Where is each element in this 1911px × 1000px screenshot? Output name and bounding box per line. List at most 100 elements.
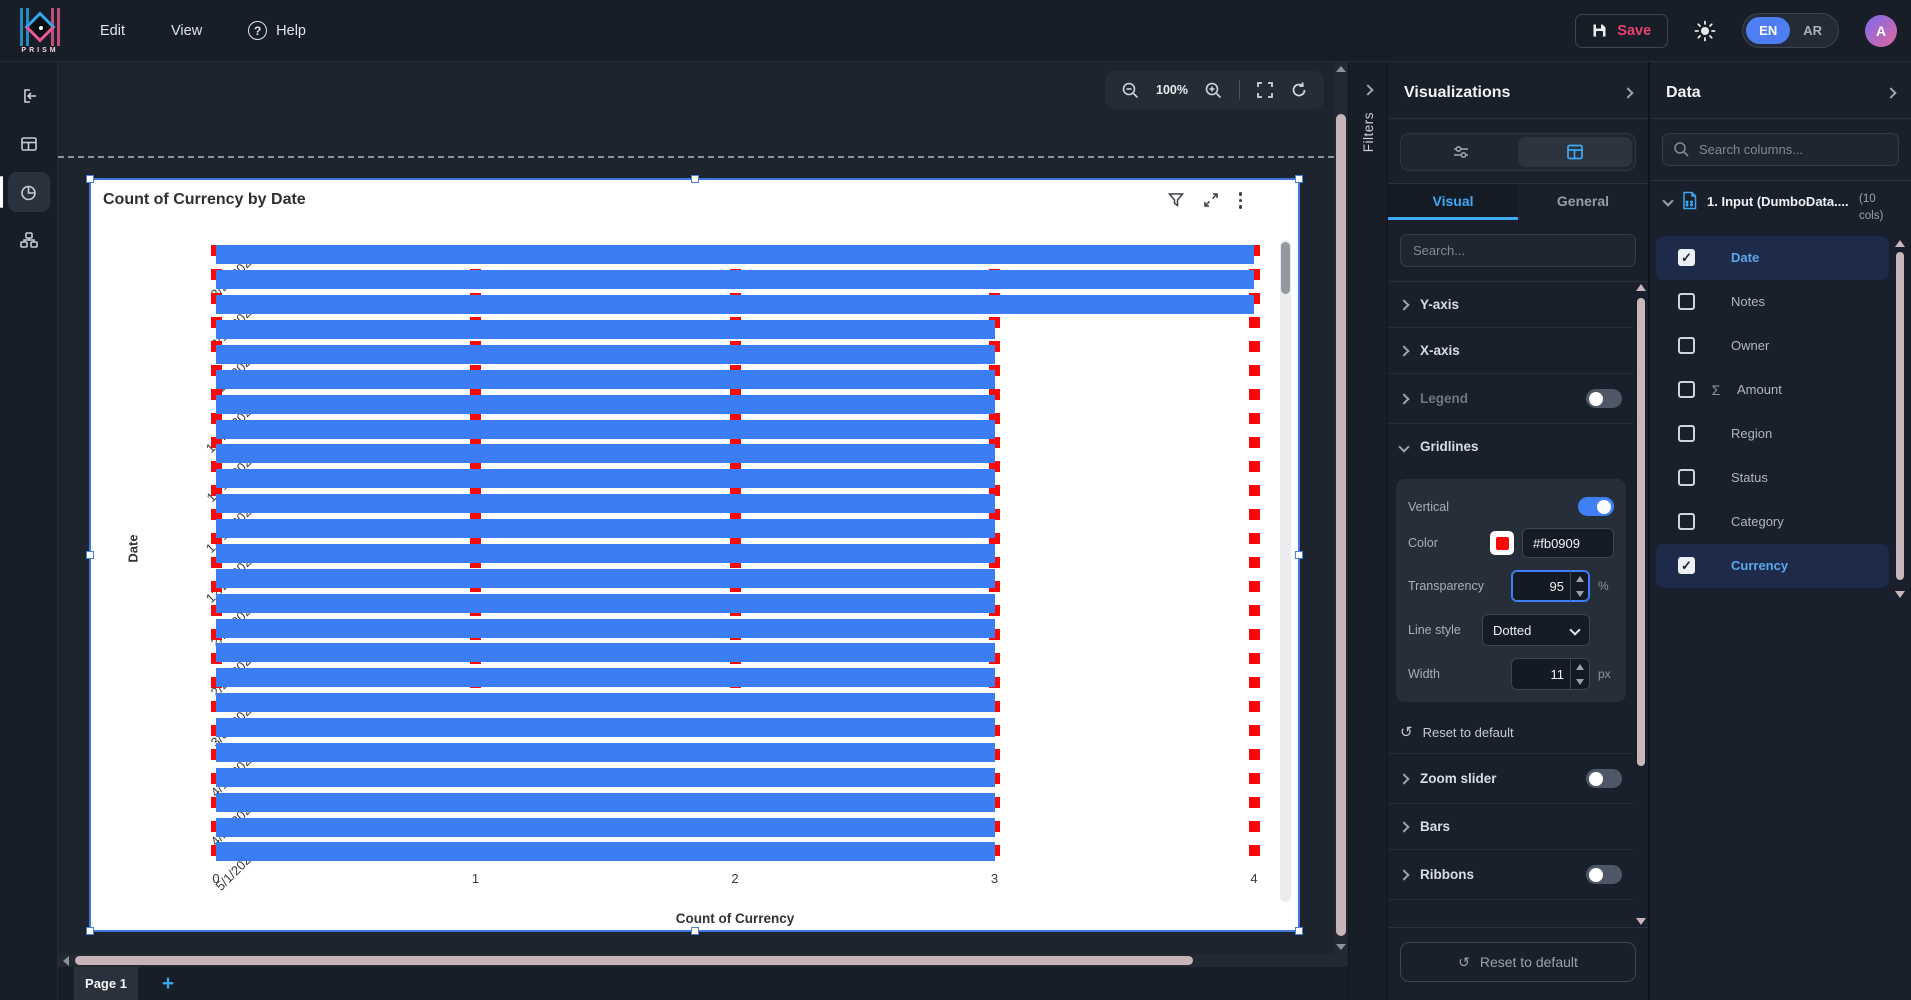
bar[interactable]	[216, 245, 1254, 264]
transparency-input[interactable]	[1512, 571, 1570, 601]
gridlines-reset-link[interactable]: ↺ Reset to default	[1388, 712, 1634, 754]
lang-en-button[interactable]: EN	[1746, 17, 1790, 44]
resize-handle[interactable]	[691, 927, 699, 935]
width-input[interactable]	[1512, 659, 1570, 689]
collapse-panel-icon[interactable]	[8, 76, 50, 116]
filter-icon[interactable]	[1167, 191, 1185, 209]
canvas-vertical-scrollbar[interactable]	[1334, 62, 1348, 954]
bar[interactable]	[216, 395, 995, 414]
field-checkbox[interactable]	[1678, 425, 1695, 442]
chart-vertical-scrollbar[interactable]	[1280, 240, 1291, 902]
zoom-in-icon[interactable]	[1204, 81, 1223, 100]
settings-mode-icon[interactable]	[1404, 137, 1518, 167]
bar[interactable]	[216, 494, 995, 513]
reset-view-icon[interactable]	[1290, 81, 1308, 99]
bar[interactable]	[216, 295, 1254, 314]
spinner-up-icon[interactable]	[1571, 571, 1589, 586]
viz-search-input[interactable]	[1400, 234, 1636, 267]
field-row-category[interactable]: Category	[1656, 500, 1889, 544]
spinner-up-icon[interactable]	[1571, 659, 1589, 674]
flow-view-icon[interactable]	[8, 220, 50, 260]
field-checkbox[interactable]	[1678, 513, 1695, 530]
field-checkbox[interactable]: ✓	[1678, 557, 1695, 574]
bar[interactable]	[216, 793, 995, 812]
field-checkbox[interactable]: ✓	[1678, 249, 1695, 266]
filters-expand-icon[interactable]	[1362, 84, 1373, 95]
spinner-down-icon[interactable]	[1571, 586, 1589, 601]
field-checkbox[interactable]	[1678, 381, 1695, 398]
resize-handle[interactable]	[86, 175, 94, 183]
field-row-amount[interactable]: ΣAmount	[1656, 368, 1889, 412]
section-y-axis[interactable]: Y-axis	[1388, 282, 1634, 328]
add-page-button[interactable]: +	[138, 967, 198, 1000]
field-checkbox[interactable]	[1678, 337, 1695, 354]
charts-view-icon[interactable]	[8, 172, 50, 212]
collapse-visualizations-icon[interactable]	[1622, 87, 1633, 98]
dataset-tree-item[interactable]: 1. Input (DumboData.... (10 cols)	[1650, 180, 1911, 234]
bar[interactable]	[216, 320, 995, 339]
section-ribbons[interactable]: Ribbons	[1388, 850, 1634, 900]
bar[interactable]	[216, 842, 995, 861]
avatar[interactable]: A	[1865, 15, 1897, 47]
zoom-slider-toggle[interactable]	[1586, 769, 1622, 788]
theme-toggle-icon[interactable]	[1694, 20, 1716, 42]
menu-help[interactable]: ? Help	[248, 21, 306, 40]
chart-widget[interactable]: Count of Currency by Date Date	[89, 178, 1300, 932]
page-tab[interactable]: Page 1	[74, 967, 138, 1000]
section-legend[interactable]: Legend	[1388, 374, 1634, 424]
bar[interactable]	[216, 594, 995, 613]
field-row-region[interactable]: Region	[1656, 412, 1889, 456]
section-bars[interactable]: Bars	[1388, 804, 1634, 850]
more-options-icon[interactable]	[1237, 190, 1245, 211]
bar[interactable]	[216, 718, 995, 737]
section-gridlines[interactable]: Gridlines	[1388, 424, 1634, 469]
resize-handle[interactable]	[86, 927, 94, 935]
resize-handle[interactable]	[691, 175, 699, 183]
fullscreen-icon[interactable]	[1256, 81, 1274, 99]
spinner-down-icon[interactable]	[1571, 674, 1589, 689]
expand-icon[interactable]	[1203, 192, 1219, 208]
section-zoom-slider[interactable]: Zoom slider	[1388, 754, 1634, 804]
save-button[interactable]: Save	[1575, 14, 1668, 48]
layout-mode-icon[interactable]	[1518, 137, 1632, 167]
bar[interactable]	[216, 818, 995, 837]
section-x-axis[interactable]: X-axis	[1388, 328, 1634, 374]
bar[interactable]	[216, 270, 1254, 289]
gridline-color-input[interactable]	[1522, 528, 1614, 558]
bar[interactable]	[216, 569, 995, 588]
zoom-out-icon[interactable]	[1121, 81, 1140, 100]
bar[interactable]	[216, 519, 995, 538]
resize-handle[interactable]	[1295, 551, 1303, 559]
tab-general[interactable]: General	[1518, 184, 1648, 220]
lang-ar-button[interactable]: AR	[1790, 17, 1835, 44]
line-style-select[interactable]: Dotted	[1482, 614, 1590, 646]
legend-toggle[interactable]	[1586, 389, 1622, 408]
field-checkbox[interactable]	[1678, 469, 1695, 486]
filters-label[interactable]: Filters	[1361, 112, 1376, 152]
menu-view[interactable]: View	[171, 23, 202, 39]
data-search-input[interactable]	[1662, 133, 1899, 166]
reset-to-default-button[interactable]: ↺ Reset to default	[1400, 942, 1636, 982]
bar[interactable]	[216, 444, 995, 463]
field-row-status[interactable]: Status	[1656, 456, 1889, 500]
bar[interactable]	[216, 420, 995, 439]
tab-visual[interactable]: Visual	[1388, 184, 1518, 220]
bar[interactable]	[216, 668, 995, 687]
collapse-data-icon[interactable]	[1885, 87, 1896, 98]
resize-handle[interactable]	[1295, 927, 1303, 935]
bar[interactable]	[216, 345, 995, 364]
field-checkbox[interactable]	[1678, 293, 1695, 310]
field-row-owner[interactable]: Owner	[1656, 324, 1889, 368]
data-panel-scrollbar[interactable]	[1895, 240, 1905, 592]
gridline-color-swatch[interactable]	[1490, 531, 1514, 555]
viz-panel-scrollbar[interactable]	[1636, 284, 1646, 925]
resize-handle[interactable]	[1295, 175, 1303, 183]
field-row-date[interactable]: ✓Date	[1656, 236, 1889, 280]
field-row-currency[interactable]: ✓Currency	[1656, 544, 1889, 588]
bar[interactable]	[216, 544, 995, 563]
layout-view-icon[interactable]	[8, 124, 50, 164]
bar[interactable]	[216, 768, 995, 787]
canvas-viewport[interactable]: 100%	[58, 62, 1334, 954]
bar[interactable]	[216, 693, 995, 712]
field-row-notes[interactable]: Notes	[1656, 280, 1889, 324]
